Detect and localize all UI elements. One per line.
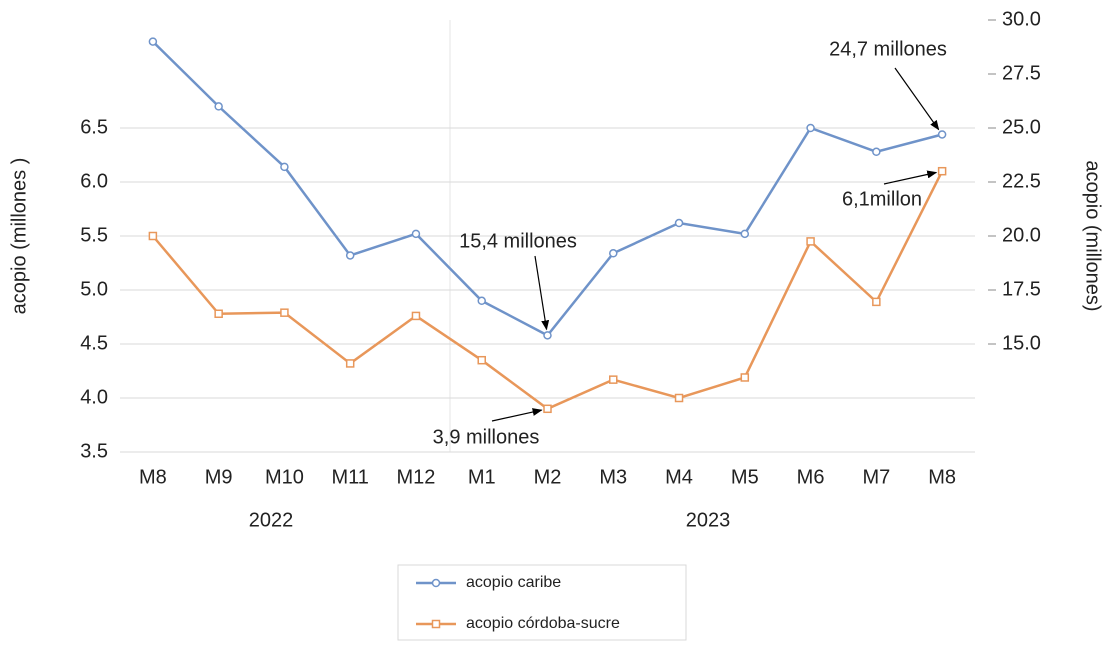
y2-tick-label: 15.0 (1002, 332, 1041, 354)
x-tick-label: M5 (731, 466, 759, 488)
point (148, 231, 158, 241)
point (937, 130, 947, 139)
x-tick-label: M11 (331, 466, 368, 488)
y2-tick-label: 30.0 (1002, 8, 1041, 30)
y-tick-label: 3.5 (80, 440, 108, 462)
y-tick-label: 4.0 (80, 386, 108, 408)
y-tick-label: 5.0 (80, 278, 108, 300)
y-tick-label: 6.0 (80, 170, 108, 192)
point (609, 375, 618, 384)
point (214, 309, 223, 319)
y2-tick-label: 22.5 (1002, 170, 1041, 192)
legend-marker (431, 619, 441, 629)
x-tick-label: M8 (139, 466, 167, 488)
annotation: 15,4 millones (459, 230, 577, 252)
legend-label: acopio córdoba-sucre (466, 615, 620, 632)
y2-tick-label: 17.5 (1002, 278, 1041, 300)
series-line (152, 40, 943, 337)
point (740, 373, 750, 382)
point (411, 229, 421, 239)
point (543, 331, 552, 340)
annotation-arrow (491, 408, 543, 422)
x-tick-label: M4 (665, 466, 693, 488)
annotation: 3,9 millones (433, 426, 540, 448)
y-tick-label: 6.5 (80, 116, 108, 138)
y2-tick-label: 27.5 (1002, 62, 1041, 84)
year-label: 2023 (686, 509, 731, 531)
y-tick-label: 5.5 (80, 224, 108, 246)
point (806, 123, 815, 133)
x-tick-label: M8 (928, 466, 956, 488)
legend-label: acopio caribe (466, 574, 561, 591)
y-axis-title: acopio (millones ) (8, 158, 30, 315)
y-tick-label: 4.5 (80, 332, 108, 354)
point (477, 355, 486, 365)
point (477, 296, 486, 306)
point (872, 297, 881, 307)
point (345, 251, 355, 260)
annotation-arrow (883, 170, 938, 185)
point (674, 218, 684, 228)
point (740, 229, 750, 239)
x-tick-label: M2 (534, 466, 562, 488)
annotation-arrow (534, 255, 550, 331)
point (411, 311, 421, 321)
x-tick-label: M12 (397, 466, 436, 488)
point (148, 37, 158, 46)
point (280, 308, 289, 317)
legend (397, 564, 687, 641)
point (674, 393, 684, 403)
point (609, 249, 618, 258)
annotation: 24,7 millones (829, 38, 947, 60)
point (806, 237, 815, 246)
point (872, 147, 881, 157)
point (937, 166, 947, 176)
x-tick-label: M9 (205, 466, 233, 488)
annotation-arrow (894, 67, 940, 131)
x-tick-label: M10 (265, 466, 304, 488)
point (280, 162, 289, 172)
point (543, 404, 552, 414)
point (345, 359, 355, 368)
point (214, 102, 223, 111)
y2-tick-label: 20.0 (1002, 224, 1041, 246)
y2-axis-title: acopio (millones) (1082, 160, 1104, 311)
year-label: 2022 (249, 509, 294, 531)
legend-marker (431, 578, 441, 588)
x-tick-label: M1 (468, 466, 496, 488)
x-tick-label: M7 (862, 466, 890, 488)
x-tick-label: M3 (599, 466, 627, 488)
y2-tick-label: 25.0 (1002, 116, 1041, 138)
x-tick-label: M6 (797, 466, 825, 488)
annotation: 6,1millon (842, 188, 922, 210)
